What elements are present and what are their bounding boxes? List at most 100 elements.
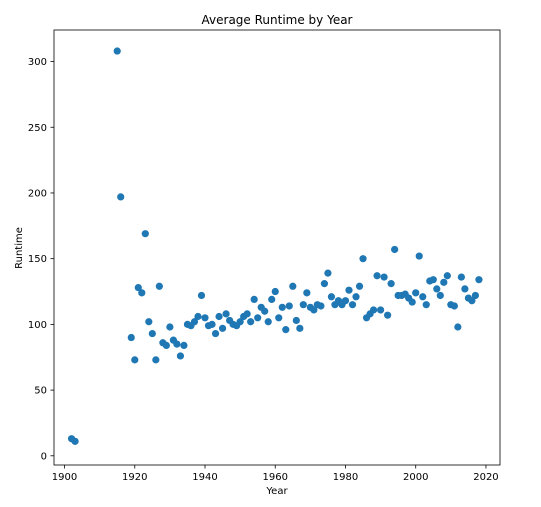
- data-point: [215, 312, 223, 321]
- data-point: [134, 283, 142, 292]
- data-point: [376, 306, 385, 314]
- data-point: [299, 301, 307, 309]
- data-point: [450, 302, 458, 310]
- data-point: [324, 269, 332, 277]
- data-point: [408, 298, 416, 306]
- data-point: [327, 293, 336, 301]
- data-point: [211, 329, 220, 338]
- data-point: [261, 307, 269, 315]
- y-tick-label: 300: [28, 57, 47, 68]
- data-point: [271, 287, 279, 296]
- data-point: [201, 314, 209, 322]
- data-point: [369, 306, 378, 314]
- x-tick-label: 1900: [52, 472, 77, 483]
- data-point: [436, 291, 444, 300]
- data-point: [162, 341, 170, 350]
- data-point: [254, 314, 262, 322]
- data-point: [278, 303, 286, 311]
- data-point: [433, 285, 441, 293]
- data-point: [148, 329, 156, 338]
- data-point: [461, 285, 469, 293]
- data-point: [454, 323, 462, 331]
- data-point: [348, 301, 357, 309]
- x-tick-label: 1980: [333, 472, 358, 483]
- data-point: [71, 437, 79, 445]
- y-tick-label: 100: [28, 320, 47, 331]
- data-point: [443, 272, 451, 280]
- data-point: [113, 47, 121, 55]
- data-point: [131, 356, 139, 364]
- data-point: [285, 302, 293, 310]
- data-point: [127, 333, 135, 342]
- data-point: [275, 314, 283, 322]
- data-point: [380, 273, 388, 281]
- data-point: [289, 282, 297, 290]
- data-point: [145, 318, 153, 326]
- data-point: [180, 341, 188, 350]
- data-point: [345, 286, 353, 294]
- data-point: [166, 323, 174, 331]
- x-axis-label: Year: [265, 486, 288, 497]
- data-point: [117, 193, 125, 201]
- data-point: [152, 356, 160, 364]
- data-point: [359, 255, 367, 263]
- data-point: [412, 289, 420, 297]
- data-point: [222, 310, 230, 318]
- data-point: [250, 295, 258, 304]
- data-point: [468, 297, 476, 305]
- data-point: [264, 318, 272, 326]
- plot-frame: [53, 29, 501, 466]
- data-point: [243, 310, 251, 318]
- y-axis: 0 50 100 150 200 250 300: [28, 57, 54, 462]
- y-tick-label: 0: [41, 451, 47, 462]
- data-point: [320, 280, 329, 288]
- x-axis: 1900 1920 1940 1960 1980 2000 2020: [52, 465, 499, 483]
- data-point: [373, 272, 381, 280]
- data-point: [471, 291, 480, 300]
- data-point: [391, 245, 399, 254]
- data-point: [429, 276, 437, 284]
- y-tick-label: 50: [34, 386, 47, 397]
- chart-title: Average Runtime by Year: [202, 13, 353, 27]
- data-point: [176, 352, 185, 360]
- data-point: [440, 278, 448, 286]
- data-point: [197, 291, 206, 300]
- data-point: [141, 230, 149, 238]
- data-point: [415, 252, 423, 260]
- x-tick-label: 1920: [122, 472, 147, 483]
- data-point: [422, 301, 430, 309]
- data-point: [317, 302, 325, 310]
- data-point: [173, 340, 181, 348]
- data-point: [208, 320, 216, 328]
- x-tick-label: 1960: [263, 472, 288, 483]
- y-tick-label: 250: [28, 123, 47, 134]
- data-point: [384, 311, 392, 319]
- y-tick-label: 200: [28, 188, 47, 199]
- data-point: [341, 297, 350, 305]
- data-point: [194, 312, 202, 321]
- data-point: [457, 273, 465, 281]
- data-point: [303, 289, 311, 297]
- data-point: [296, 324, 304, 332]
- data-point: [190, 318, 199, 326]
- data-point: [247, 318, 255, 326]
- data-point: [292, 316, 300, 325]
- data-point: [218, 324, 227, 332]
- data-point: [138, 289, 146, 297]
- data-point: [310, 306, 318, 314]
- y-axis-label: Runtime: [14, 227, 25, 269]
- points-layer: [67, 47, 483, 445]
- data-point: [268, 295, 276, 304]
- data-point: [282, 326, 290, 334]
- data-point: [419, 293, 427, 301]
- data-point: [236, 318, 244, 326]
- data-point: [155, 282, 163, 290]
- data-point: [387, 280, 395, 288]
- data-point: [355, 282, 364, 290]
- x-tick-label: 2000: [403, 472, 428, 483]
- y-tick-label: 150: [28, 254, 47, 265]
- data-point: [352, 293, 360, 301]
- data-point: [475, 276, 483, 284]
- x-tick-label: 2020: [473, 472, 498, 483]
